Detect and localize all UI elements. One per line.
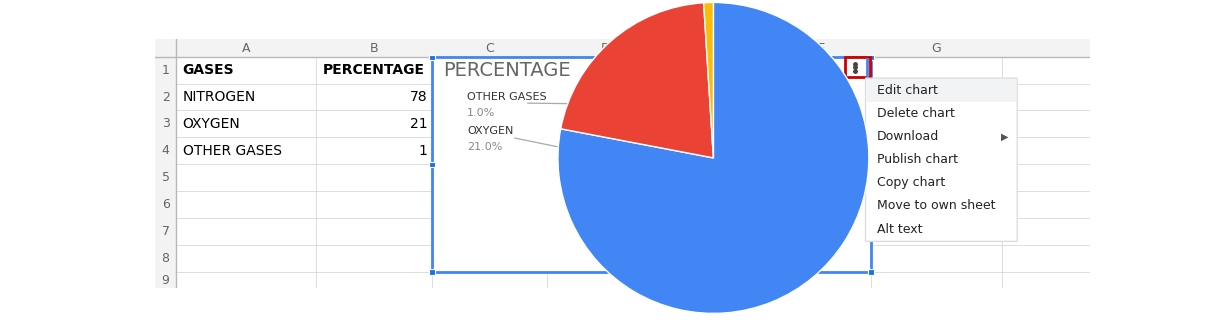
Text: GASES: GASES: [182, 64, 234, 77]
Text: OXYGEN: OXYGEN: [467, 126, 514, 136]
Text: Move to own sheet: Move to own sheet: [877, 200, 995, 213]
Text: 5: 5: [161, 171, 170, 184]
Wedge shape: [704, 3, 714, 158]
Text: PERCENTAGE: PERCENTAGE: [443, 61, 571, 80]
Bar: [430, 162, 435, 168]
Text: Publish chart: Publish chart: [877, 153, 958, 166]
Text: 21: 21: [410, 117, 427, 131]
Text: OXYGEN: OXYGEN: [182, 117, 240, 131]
Text: D: D: [601, 41, 611, 55]
Wedge shape: [558, 3, 869, 313]
Text: B: B: [370, 41, 379, 55]
Text: 21.0%: 21.0%: [467, 142, 503, 152]
Text: 8: 8: [161, 252, 170, 265]
Text: 7: 7: [161, 225, 170, 238]
Text: C: C: [486, 41, 494, 55]
Wedge shape: [561, 3, 714, 158]
Bar: [868, 162, 874, 168]
Text: 78.0%: 78.0%: [748, 237, 783, 247]
Text: A: A: [242, 41, 250, 55]
Bar: [868, 270, 874, 275]
Text: Delete chart: Delete chart: [877, 107, 955, 120]
Text: 1: 1: [419, 144, 427, 158]
FancyBboxPatch shape: [866, 78, 1017, 241]
Bar: [430, 270, 435, 275]
Text: Alt text: Alt text: [877, 223, 923, 236]
Text: OTHER GASES: OTHER GASES: [182, 144, 282, 158]
Text: NITROGE: NITROGE: [748, 220, 799, 230]
Bar: [155, 39, 1090, 57]
Text: G: G: [931, 41, 941, 55]
Text: NITROGEN: NITROGEN: [182, 90, 256, 104]
Text: PERCENTAGE: PERCENTAGE: [323, 64, 425, 77]
Bar: [868, 55, 874, 60]
Text: OTHER GASES: OTHER GASES: [467, 92, 546, 101]
Text: 4: 4: [161, 145, 170, 157]
Text: E: E: [713, 41, 721, 55]
Text: Edit chart: Edit chart: [877, 84, 938, 97]
Text: F: F: [817, 41, 824, 55]
Text: 6: 6: [161, 198, 170, 211]
Bar: [867, 79, 1016, 102]
Text: ▶: ▶: [1002, 132, 1009, 142]
Bar: [432, 57, 870, 272]
Bar: [648, 55, 654, 60]
Text: 1.0%: 1.0%: [467, 108, 495, 118]
Text: Copy chart: Copy chart: [877, 176, 946, 189]
Text: Download: Download: [877, 130, 940, 143]
Text: 9: 9: [161, 274, 170, 287]
Text: 2: 2: [161, 90, 170, 103]
Text: 1: 1: [161, 64, 170, 77]
FancyArrow shape: [759, 53, 833, 82]
Text: 78: 78: [410, 90, 427, 104]
Bar: [845, 57, 870, 77]
Bar: [155, 39, 176, 288]
Bar: [432, 57, 870, 272]
Bar: [430, 55, 435, 60]
Text: 3: 3: [161, 118, 170, 131]
Bar: [648, 270, 654, 275]
